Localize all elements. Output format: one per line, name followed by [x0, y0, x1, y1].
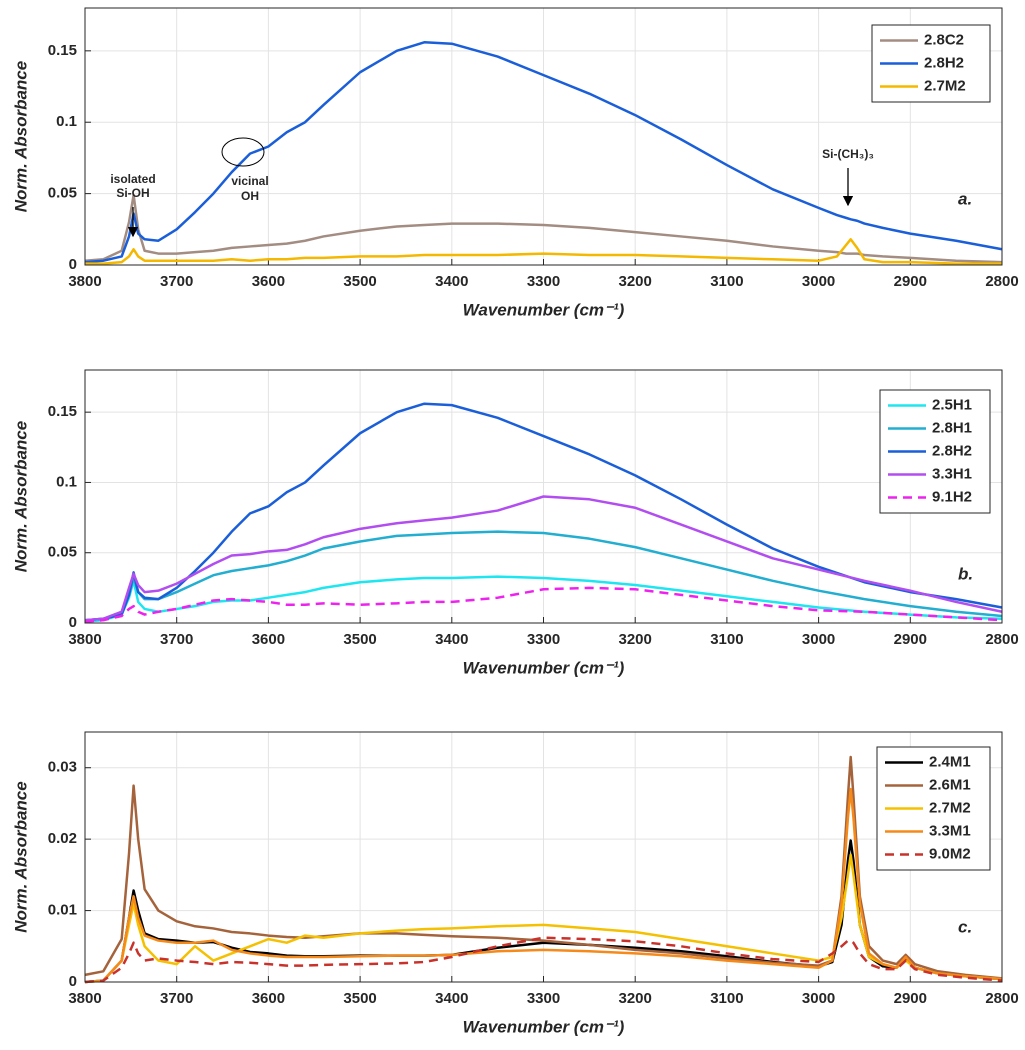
x-tick-label: 3300: [527, 273, 560, 290]
plot-frame: [84, 7, 1003, 266]
legend-label: 9.1H2: [932, 488, 972, 505]
series-line: [84, 402, 1003, 622]
x-tick-label: 3100: [710, 631, 743, 648]
y-axis-label: Norm. Absorbance: [11, 61, 30, 212]
legend-label: 2.8C2: [924, 31, 964, 48]
x-tick-label: 2800: [985, 631, 1018, 648]
x-tick-label: 3800: [68, 990, 101, 1007]
series-line: [85, 238, 1002, 265]
x-tick-label: 3000: [802, 273, 835, 290]
series-line: [84, 787, 1003, 984]
x-tick-label: 3000: [802, 990, 835, 1007]
x-tick-label: 3600: [252, 631, 285, 648]
legend-label: 2.8H2: [932, 442, 972, 459]
series-line: [84, 193, 1003, 264]
y-axis-label: Norm. Absorbance: [11, 421, 30, 572]
legend-label: 2.6M1: [929, 776, 971, 793]
y-tick-label: 0.1: [56, 473, 77, 490]
annotation: vicinal: [231, 174, 268, 188]
x-tick-label: 3100: [710, 990, 743, 1007]
y-tick-label: 0.03: [48, 759, 77, 776]
x-tick-label: 3600: [252, 990, 285, 1007]
annotation: Si-OH: [116, 186, 149, 200]
legend-label: 2.7M2: [929, 799, 971, 816]
y-tick-label: 0.1: [56, 113, 77, 130]
x-tick-label: 2900: [894, 273, 927, 290]
annotation: b.: [958, 564, 973, 583]
legend-label: 2.5H1: [932, 396, 972, 413]
x-tick-label: 2800: [985, 273, 1018, 290]
annotation: a.: [958, 189, 972, 208]
legend-label: 9.0M2: [929, 845, 971, 862]
legend-label: 3.3M1: [929, 822, 971, 839]
series-line: [84, 495, 1003, 622]
x-tick-label: 3100: [710, 273, 743, 290]
legend-label: 2.7M2: [924, 77, 966, 94]
x-tick-label: 3500: [343, 273, 376, 290]
series-line: [84, 586, 1003, 623]
x-tick-label: 3200: [619, 273, 652, 290]
y-tick-label: 0.02: [48, 830, 77, 847]
series-line: [84, 41, 1003, 264]
annotation: isolated: [110, 172, 155, 186]
y-tick-label: 0.05: [48, 185, 77, 202]
plot-frame: [84, 369, 1003, 624]
x-tick-label: 3500: [343, 990, 376, 1007]
x-tick-label: 3300: [527, 990, 560, 1007]
x-tick-label: 3700: [160, 273, 193, 290]
annotation: Si-(CH₃)₃: [822, 147, 874, 161]
x-tick-label: 3500: [343, 631, 376, 648]
x-tick-label: 3200: [619, 990, 652, 1007]
x-tick-label: 2900: [894, 631, 927, 648]
x-tick-label: 3800: [68, 273, 101, 290]
series-line: [84, 575, 1003, 623]
legend-label: 2.8H1: [932, 419, 972, 436]
y-tick-label: 0.15: [48, 403, 77, 420]
annotation-ring: [221, 137, 265, 167]
y-axis-label: Norm. Absorbance: [11, 781, 30, 932]
x-tick-label: 3400: [435, 631, 468, 648]
annotation: c.: [958, 917, 972, 936]
x-tick-label: 3400: [435, 273, 468, 290]
y-tick-label: 0: [69, 256, 77, 273]
annotation: OH: [241, 189, 259, 203]
y-tick-label: 0: [69, 614, 77, 631]
y-tick-label: 0.15: [48, 42, 77, 59]
x-tick-label: 3700: [160, 631, 193, 648]
x-tick-label: 3600: [252, 273, 285, 290]
series-line: [84, 755, 1003, 980]
y-tick-label: 0.05: [48, 544, 77, 561]
x-axis-label: Wavenumber (cm⁻¹): [463, 1017, 625, 1036]
x-tick-label: 3200: [619, 631, 652, 648]
y-tick-label: 0.01: [48, 902, 77, 919]
x-tick-label: 2800: [985, 990, 1018, 1007]
series-line: [84, 853, 1003, 984]
x-axis-label: Wavenumber (cm⁻¹): [463, 658, 625, 677]
legend-label: 2.8H2: [924, 54, 964, 71]
x-tick-label: 3000: [802, 631, 835, 648]
x-tick-label: 3800: [68, 631, 101, 648]
plot-frame: [84, 731, 1003, 983]
legend-label: 2.4M1: [929, 753, 971, 770]
x-tick-label: 3700: [160, 990, 193, 1007]
x-tick-label: 3300: [527, 631, 560, 648]
y-tick-label: 0: [69, 973, 77, 990]
x-tick-label: 3400: [435, 990, 468, 1007]
x-axis-label: Wavenumber (cm⁻¹): [463, 300, 625, 319]
x-tick-label: 2900: [894, 990, 927, 1007]
legend-label: 3.3H1: [932, 465, 972, 482]
